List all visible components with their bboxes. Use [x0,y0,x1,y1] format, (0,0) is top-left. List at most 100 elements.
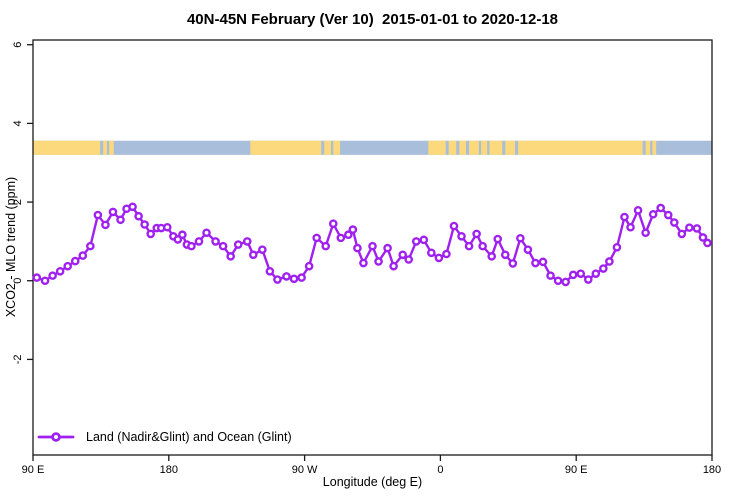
data-point [464,241,474,251]
data-point [599,264,608,273]
data-point [641,228,650,238]
data-point [434,253,444,263]
x-tick-label: 90 W [292,464,318,476]
data-point [656,203,665,213]
data-point [140,220,149,229]
data-point [538,257,548,267]
data-point [698,233,708,242]
data-point [202,228,211,238]
land-segment [33,140,101,155]
data-point [442,249,451,259]
data-point [242,237,252,246]
data-point [703,238,712,248]
data-point [648,209,658,219]
x-axis-title: Longitude (deg E) [322,475,423,489]
data-point [86,241,95,251]
data-point [427,248,436,258]
data-point [523,245,533,254]
legend-line-marker-icon [37,432,75,442]
data-point [344,230,353,240]
data-point [40,276,50,286]
chart-title: 40N-45N February (Ver 10) 2015-01-01 to … [186,11,559,28]
data-point [568,270,578,280]
data-point [493,234,503,244]
data-point [218,241,228,251]
data-point [561,277,570,287]
data-point [500,250,510,260]
y-tick-label: 6 [12,42,24,48]
x-tick-label: 90 E [565,464,588,476]
data-point [321,241,331,251]
data-point [101,220,110,230]
data-point [605,257,614,266]
data-point [583,275,593,284]
land-segment [428,140,446,155]
data-point [304,261,314,271]
data-point [516,233,525,243]
data-point [336,233,346,243]
data-point [48,271,57,280]
land-segment [103,140,107,155]
data-point [419,235,429,245]
data-point [128,202,137,212]
y-tick-label: 0 [12,278,24,284]
data-point [404,255,414,264]
data-point [282,272,291,281]
data-point [194,237,204,246]
data-point [457,231,466,241]
legend-marker-icon [51,432,61,442]
data-point [265,266,275,276]
land-segment [109,140,114,155]
data-point [55,266,65,276]
data-point [677,229,687,239]
data-point [328,219,338,229]
data-point [178,230,187,240]
legend-label: Land (Nadir&Glint) and Ocean (Glint) [86,430,292,444]
data-point [187,241,196,251]
land-segment [459,140,467,155]
data-point [233,240,243,249]
data-point [685,223,694,232]
data-point [553,276,563,286]
data-point [32,273,42,282]
data-point [78,251,88,260]
y-tick-label: 4 [12,120,24,126]
land-segment [489,140,503,155]
data-point [398,250,407,260]
data-point [146,229,155,239]
land-segment [652,140,657,155]
data-point [108,207,118,217]
data-point [487,252,497,261]
data-point [70,256,80,266]
x-tick-label: 90 E [22,464,45,476]
data-point [297,273,306,282]
data-point [374,257,383,266]
data-point [248,250,258,260]
data-point [312,233,321,243]
data-point [576,269,586,278]
data-point [546,271,555,280]
y-tick-label: 2 [12,199,24,205]
data-point [383,243,392,253]
plot-box [32,39,713,456]
y-tick-label: -2 [12,355,24,365]
data-point [353,243,362,253]
data-point [478,241,487,251]
data-point [162,222,172,232]
land-segment [448,140,457,155]
data-point [63,261,73,271]
data-point [359,258,368,268]
land-segment [645,140,651,155]
data-point [289,274,299,284]
data-point [348,225,358,234]
land-segment [518,140,643,155]
data-point [258,245,267,254]
data-point [211,237,220,246]
data-point [411,237,421,246]
data-point [612,243,622,252]
data-point [663,210,673,220]
data-point [669,218,679,227]
data-point [633,206,643,215]
